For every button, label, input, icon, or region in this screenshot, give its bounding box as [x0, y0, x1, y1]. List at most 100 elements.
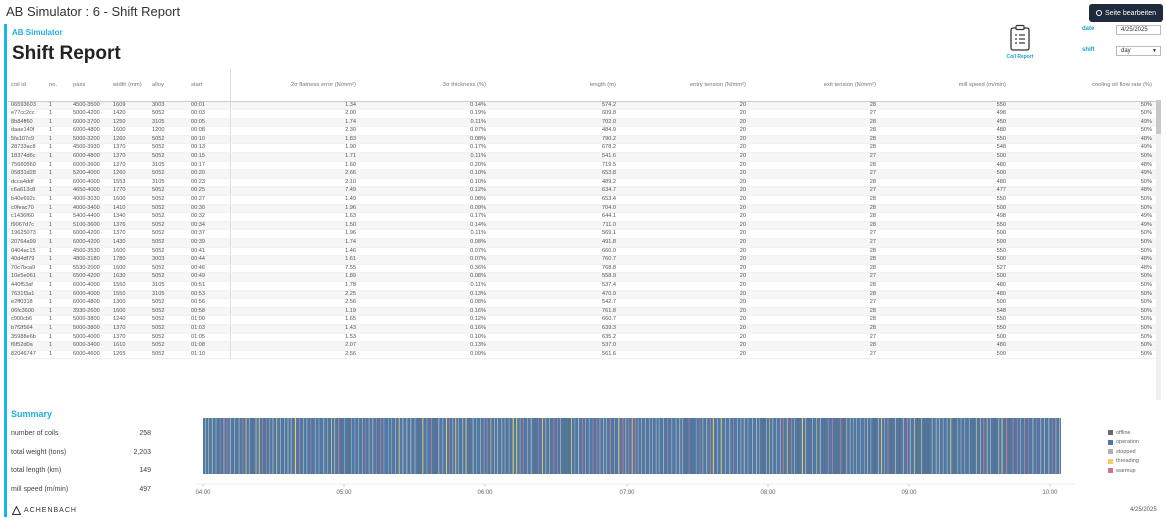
- timeline-threading-segment: [446, 418, 447, 474]
- table-row[interactable]: c0feac70 1 4000-3400 1410 5052 00:30 1.96 0.09%…: [8, 204, 1156, 214]
- table-row[interactable]: b7f2f564 1 5000-3800 1370 5052 01:03 1.43 0.16%…: [8, 324, 1156, 334]
- table-cell: 20: [620, 118, 750, 128]
- stat-label: mill speed (m/min): [11, 486, 69, 493]
- table-cell: 49%: [1010, 143, 1156, 154]
- column-header[interactable]: width (mm): [110, 69, 149, 102]
- table-cell: 48%: [1010, 264, 1156, 274]
- table-cell: 5200-4000: [70, 169, 110, 179]
- column-header[interactable]: coil id: [8, 69, 46, 102]
- table-row[interactable]: 20764a99 1 6000-4200 1430 5052 00:39 1.74 0.08%…: [8, 238, 1156, 248]
- table-row[interactable]: c1436f60 1 5400-4400 1340 5052 00:32 1.63 0.17%…: [8, 212, 1156, 222]
- column-header[interactable]: 3σ thickness (%): [360, 69, 490, 102]
- table-cell: 6000-3600: [70, 161, 110, 171]
- column-header[interactable]: length (m): [490, 69, 620, 102]
- table-cell: 00:58: [188, 307, 231, 317]
- timeline-threading-segment: [816, 418, 818, 474]
- table-cell: 550: [880, 221, 1010, 231]
- table-cell: 1: [46, 195, 70, 205]
- table-row[interactable]: 19625073 1 6000-4200 1370 5052 00:37 1.96 0.11%…: [8, 229, 1156, 239]
- column-header[interactable]: mill speed (m/min): [880, 69, 1010, 102]
- table-cell: 27: [750, 238, 880, 248]
- table-row[interactable]: 35988e6b 1 5000-4000 1370 5052 01:05 1.53 0.10%…: [8, 333, 1156, 343]
- table-row[interactable]: e77cc2cc 1 5000-4200 1420 5052 00:03 2.00 0.19%…: [8, 109, 1156, 119]
- coil-report-label: Coil Report: [1006, 54, 1034, 60]
- table-cell: 50%: [1010, 229, 1156, 239]
- edit-page-button[interactable]: Seite bearbeiten: [1089, 4, 1163, 22]
- table-row[interactable]: 06fc3600 1 3930-2600 1600 5052 00:58 1.19 0.16%…: [8, 307, 1156, 317]
- table-row[interactable]: daae140f 1 6000-4800 1600 1200 00:08 2.30 0.07%…: [8, 126, 1156, 136]
- table-scrollbar[interactable]: [1156, 100, 1161, 400]
- table-cell: 0.07%: [360, 247, 490, 257]
- column-header[interactable]: entry tension (N/mm²): [620, 69, 750, 102]
- table-cell: 00:56: [188, 298, 231, 308]
- scrollbar-thumb[interactable]: [1156, 100, 1161, 134]
- timeline-stopped-segment: [766, 418, 767, 474]
- table-row[interactable]: 40d4df79 1 4800-3180 1780 3003 00:44 1.61 0.07%…: [8, 255, 1156, 265]
- table-row[interactable]: 7631f3a1 1 6000-4000 1550 3105 00:53 2.25 0.13%…: [8, 290, 1156, 300]
- table-cell: 1370: [110, 143, 149, 154]
- table-cell: 6000-4800: [70, 298, 110, 308]
- table-cell: 1370: [110, 152, 149, 162]
- table-cell: 82046747: [8, 350, 46, 360]
- timeline-offline-segment: [534, 418, 536, 474]
- table-cell: 558.9: [490, 272, 620, 282]
- column-header[interactable]: pass: [70, 69, 110, 102]
- timeline-warmup-segment: [1016, 418, 1018, 474]
- table-row[interactable]: 70c7bca9 1 5530-2000 1600 5052 00:46 7.55 0.36%…: [8, 264, 1156, 274]
- timeline-stopped-segment: [426, 418, 428, 474]
- table-row[interactable]: 10e5e061 1 6500-4200 1630 5052 00:49 1.89 0.08%…: [8, 272, 1156, 282]
- table-row[interactable]: 18374d6c 1 6000-4800 1370 5052 00:15 1.71 0.11%…: [8, 152, 1156, 162]
- column-header[interactable]: 2σ flatness error (N/mm²): [230, 69, 360, 102]
- stat-mill-speed: mill speed (m/min) 497: [11, 486, 151, 493]
- table-cell: 500: [880, 238, 1010, 248]
- coil-report-link[interactable]: Coil Report: [1000, 24, 1040, 60]
- table-row[interactable]: 06593603 1 4500-3500 1609 3003 00:01 1.34 0.14%…: [8, 101, 1156, 111]
- column-header[interactable]: exit tension (N/mm²): [750, 69, 880, 102]
- table-row[interactable]: 8b84ff60 1 6000-3700 1250 3105 00:05 1.74 0.11%…: [8, 118, 1156, 128]
- table-row[interactable]: 0404ac15 1 4500-3530 1600 5052 00:41 1.46 0.07%…: [8, 247, 1156, 257]
- table-cell: 0.14%: [360, 221, 490, 231]
- timeline-warmup-segment: [299, 418, 301, 474]
- table-row[interactable]: e2ff0318 1 6000-4800 1300 5052 00:56 2.56 0.08%…: [8, 298, 1156, 308]
- table-cell: 4000-3400: [70, 204, 110, 214]
- table-row[interactable]: 28733ac8 1 4500-3930 1370 5052 00:13 1.90 0.17%…: [8, 143, 1156, 154]
- table-row[interactable]: b40e692c 1 4000-3030 1600 5052 00:27 1.49 0.08%…: [8, 195, 1156, 205]
- table-row[interactable]: f6f52d0a 1 6000-3400 1610 5052 01:08 2.07 0.13%…: [8, 341, 1156, 351]
- timeline-stopped-segment: [867, 418, 868, 474]
- table-cell: 3105: [149, 290, 188, 300]
- timeline-stopped-segment: [717, 418, 718, 474]
- column-header[interactable]: cooling oil flow rate (%): [1010, 69, 1156, 102]
- table-cell: 50%: [1010, 324, 1156, 334]
- timeline-offline-segment: [692, 418, 693, 474]
- shift-select[interactable]: day ▼: [1116, 46, 1161, 56]
- table-row[interactable]: 05831d28 1 5200-4000 1260 5052 00:20 2.66 0.10%…: [8, 169, 1156, 179]
- date-field[interactable]: 4/25/2025: [1116, 25, 1161, 35]
- timeline-stopped-segment: [599, 418, 601, 474]
- table-row[interactable]: c000cb6 1 5000-3800 1240 5052 01:00 1.65 0.12% 6…: [8, 315, 1156, 325]
- table-row[interactable]: 5fa107c9 1 5000-3200 1260 5052 00:10 1.83 0.08%…: [8, 135, 1156, 145]
- column-header[interactable]: alloy: [149, 69, 188, 102]
- timeline-stopped-segment: [208, 418, 209, 474]
- table-row[interactable]: 75660560 1 6000-3600 1370 3105 00:17 1.60 0.20%…: [8, 161, 1156, 171]
- table-cell: 1600: [110, 195, 149, 205]
- table-cell: c000cb6: [8, 315, 46, 325]
- timeline-stopped-segment: [859, 418, 861, 474]
- table-cell: 00:15: [188, 152, 231, 162]
- table-cell: 00:46: [188, 264, 231, 274]
- table-cell: 01:10: [188, 350, 231, 360]
- table-cell: 20: [620, 341, 750, 351]
- table-row[interactable]: dcca4ddf 1 6000-4000 1553 3105 00:23 2.10 0.10%…: [8, 178, 1156, 188]
- timeline-stopped-segment: [519, 418, 521, 474]
- table-cell: 0404ac15: [8, 247, 46, 257]
- table-row[interactable]: c6a613c8 1 4650-4000 1770 5052 00:25 7.49 0.12%…: [8, 186, 1156, 197]
- column-header[interactable]: start: [188, 69, 231, 102]
- table-cell: 1.19: [230, 307, 360, 317]
- table-row[interactable]: f9067d7c 1 5100-3600 1376 5052 00:34 1.50 0.14%…: [8, 221, 1156, 231]
- table-cell: 5000-4200: [70, 109, 110, 119]
- table-cell: 27: [750, 350, 880, 360]
- table-row[interactable]: 440f53af 1 6000-4000 1550 3105 00:51 1.78 0.11%…: [8, 281, 1156, 291]
- table-row[interactable]: 82046747 1 6000-4600 1265 5052 01:10 2.56 0.09%…: [8, 350, 1156, 360]
- table-cell: 678.2: [490, 143, 620, 154]
- column-header[interactable]: no.: [46, 69, 70, 102]
- table-cell: 27: [750, 169, 880, 179]
